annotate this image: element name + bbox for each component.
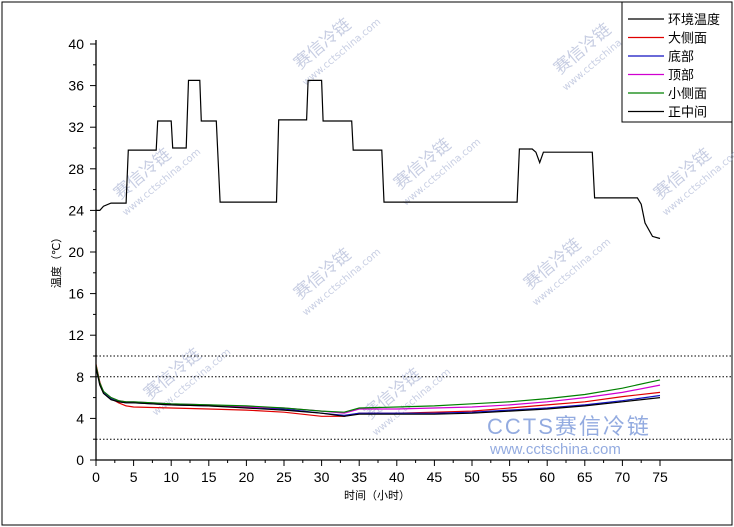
x-axis-label: 时间（小时） — [344, 489, 410, 502]
x-tick-label: 30 — [314, 469, 330, 485]
axes: 0 4 8 12 16 20 24 28 32 36 40 0 5 10 15 20 25 30 35 40 45 50 5… — [49, 36, 732, 502]
legend-label: 小侧面 — [668, 87, 707, 102]
x-tick-label: 25 — [276, 469, 292, 485]
y-axis-label: 温度（℃） — [49, 232, 63, 288]
x-tick-label: 35 — [351, 469, 367, 485]
y-tick-label: 28 — [68, 161, 84, 177]
x-tick-label: 0 — [92, 469, 100, 485]
series-line — [95, 365, 661, 413]
y-tick-label: 36 — [68, 78, 84, 94]
legend-label: 底部 — [668, 49, 694, 65]
legend-box — [621, 1, 733, 123]
y-tick-label: 4 — [76, 410, 84, 426]
x-tick-label: 75 — [652, 469, 668, 485]
x-tick-label: 65 — [577, 469, 593, 485]
y-tick-label: 16 — [68, 286, 84, 302]
y-tick-label: 32 — [68, 119, 84, 135]
legend-label: 环境温度 — [668, 12, 720, 28]
y-tick-label: 0 — [76, 452, 84, 468]
y-tick-label: 40 — [68, 36, 84, 52]
x-tick-label: 5 — [130, 469, 138, 485]
legend-label: 顶部 — [668, 69, 694, 84]
y-tick-label: 20 — [68, 244, 84, 260]
y-tick-label: 8 — [76, 369, 84, 385]
series-line — [96, 79, 661, 240]
watermark-brand-url: www.cctschina.com — [489, 441, 621, 458]
series-line — [95, 367, 661, 417]
x-tick-label: 70 — [615, 469, 631, 485]
x-tick-label: 20 — [239, 469, 255, 485]
plot-area — [95, 79, 661, 417]
y-tick-label: 24 — [68, 202, 84, 218]
x-tick-label: 55 — [502, 469, 518, 485]
x-tick-label: 15 — [201, 469, 217, 485]
watermark-brand: CCTS赛信冷链 — [487, 414, 651, 439]
x-tick-label: 50 — [464, 469, 480, 485]
x-tick-label: 40 — [389, 469, 405, 485]
y-tick-label: 12 — [68, 327, 84, 343]
legend-label: 大侧面 — [668, 32, 707, 47]
legend-label: 正中间 — [668, 106, 707, 121]
x-tick-label: 10 — [163, 469, 179, 485]
x-tick-label: 60 — [539, 469, 555, 485]
x-tick-label: 45 — [427, 469, 443, 485]
